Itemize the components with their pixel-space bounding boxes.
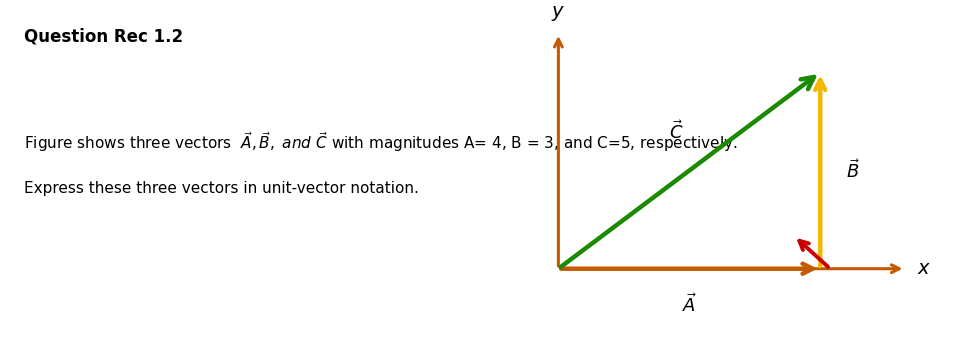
- Text: Figure shows three vectors  $\vec{A},\vec{B},$ $and$ $\vec{C}$ with magnitudes A: Figure shows three vectors $\vec{A},\vec…: [24, 130, 738, 153]
- Text: Express these three vectors in unit-vector notation.: Express these three vectors in unit-vect…: [24, 181, 419, 196]
- Text: $x$: $x$: [917, 260, 931, 278]
- Text: $\vec{B}$: $\vec{B}$: [846, 159, 861, 182]
- Text: $\vec{C}$: $\vec{C}$: [669, 120, 684, 143]
- Text: $\vec{A}$: $\vec{A}$: [682, 293, 697, 316]
- Text: Question Rec 1.2: Question Rec 1.2: [24, 27, 183, 45]
- Text: $y$: $y$: [551, 4, 565, 23]
